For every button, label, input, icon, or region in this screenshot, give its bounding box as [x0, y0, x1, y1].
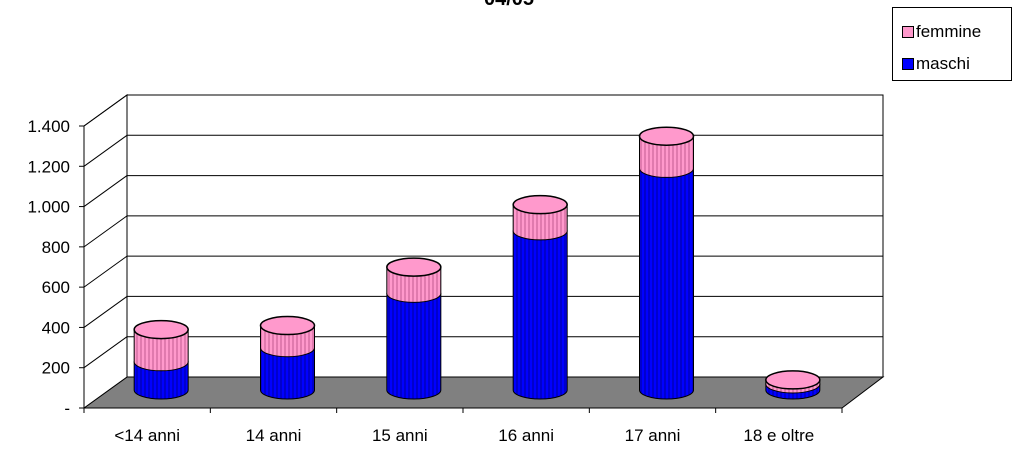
- y-tick-label: 1.400: [27, 117, 70, 136]
- gridline-side: [83, 336, 128, 369]
- y-tick-label: -: [64, 399, 70, 418]
- y-tick-label: 800: [42, 238, 70, 257]
- legend-item-femmine: femmine: [902, 22, 981, 42]
- legend-label-maschi: maschi: [916, 54, 970, 73]
- bar-top-4: [638, 126, 695, 146]
- x-tick-label: 15 anni: [372, 426, 428, 445]
- bar-maschi-3: [512, 230, 568, 400]
- bar-maschi-0: [133, 361, 189, 400]
- chart-back-wall: [126, 94, 884, 378]
- x-tick-label: 16 anni: [498, 426, 554, 445]
- gridline-side: [83, 94, 128, 127]
- chart-legend: femmine maschi: [892, 7, 1012, 81]
- gridline-side: [83, 134, 128, 167]
- x-tick-label: 14 anni: [246, 426, 302, 445]
- legend-item-maschi: maschi: [902, 54, 970, 74]
- x-tick-label: <14 anni: [114, 426, 180, 445]
- legend-label-femmine: femmine: [916, 22, 982, 41]
- y-tick-label: 200: [42, 359, 70, 378]
- bar-maschi-4: [639, 167, 694, 400]
- gridline-side: [83, 296, 128, 328]
- bar-maschi-2: [386, 292, 442, 400]
- y-tick-label: 1.000: [27, 198, 70, 217]
- legend-swatch-femmine: [902, 26, 914, 38]
- y-tick-label: 1.200: [27, 157, 70, 176]
- bar-top-3: [512, 194, 568, 215]
- gridline-side: [83, 255, 128, 288]
- x-tick-label: 18 e oltre: [743, 426, 814, 445]
- bar-femmine-0: [133, 329, 189, 372]
- bar-top-0: [133, 319, 189, 340]
- legend-swatch-maschi: [902, 58, 914, 70]
- chart-side-wall: [83, 94, 128, 409]
- x-tick-label: 17 anni: [625, 426, 681, 445]
- gridline-side: [83, 175, 128, 207]
- y-tick-label: 600: [42, 278, 70, 297]
- chart-floor: [82, 376, 885, 409]
- gridline-side: [83, 215, 128, 248]
- bar-femmine-4: [639, 135, 694, 178]
- chart-title: 04/05: [0, 0, 1018, 11]
- bar-femmine-3: [512, 204, 568, 241]
- bar-femmine-2: [386, 266, 442, 303]
- y-tick-label: 400: [42, 318, 70, 337]
- bar-top-5: [765, 370, 821, 390]
- bar-top-2: [386, 257, 442, 277]
- bar-top-1: [259, 315, 316, 336]
- bar-maschi-1: [260, 347, 315, 400]
